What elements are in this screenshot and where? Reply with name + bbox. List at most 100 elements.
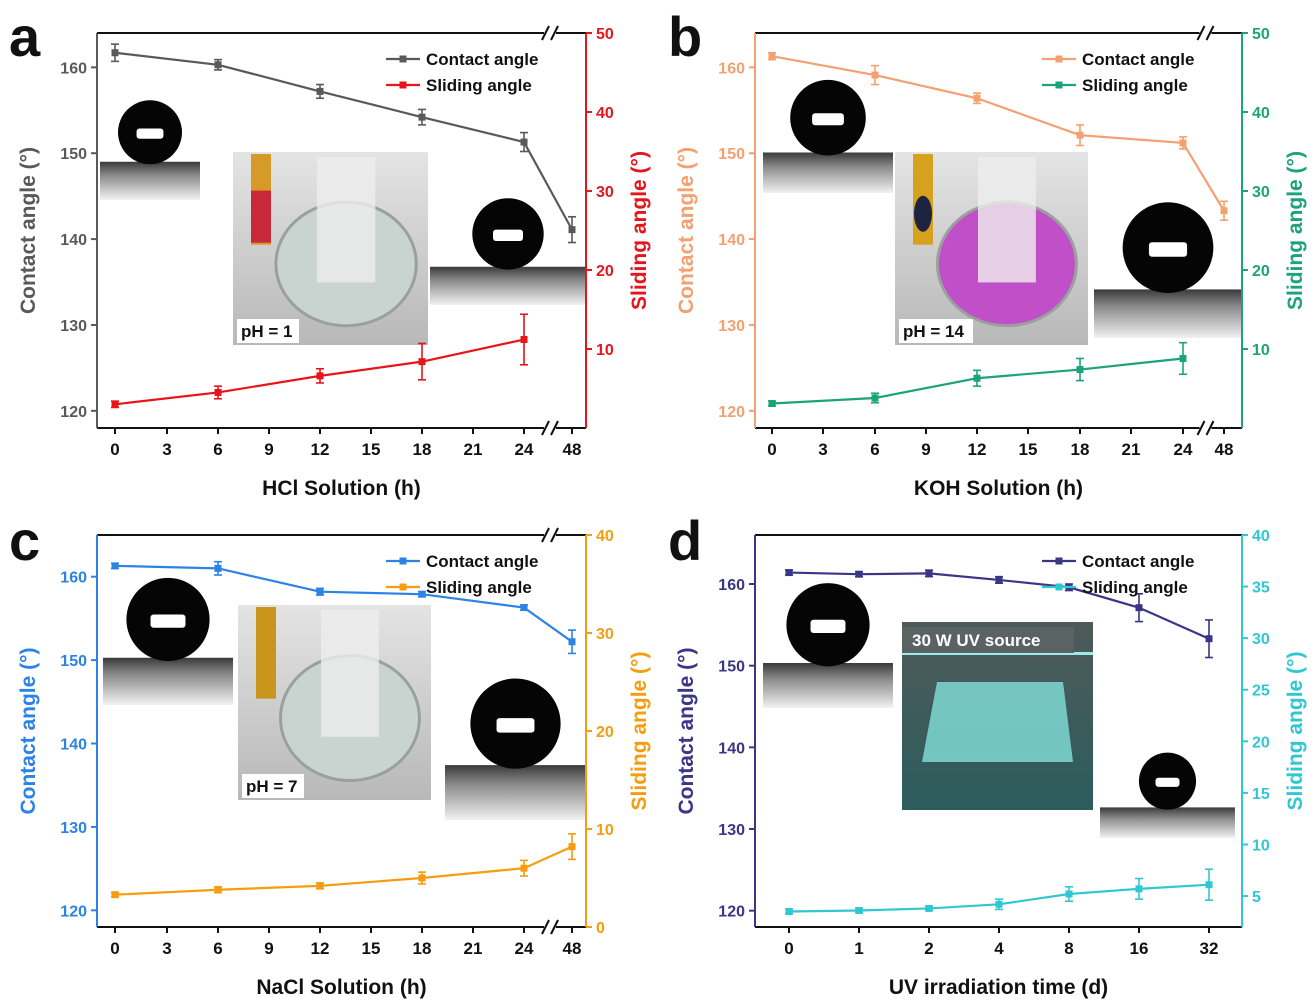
y-tick-label-right: 30 bbox=[596, 184, 614, 201]
data-point bbox=[111, 400, 119, 408]
data-point bbox=[785, 908, 793, 916]
x-tick-label: 15 bbox=[362, 939, 381, 958]
legend-label: Sliding angle bbox=[426, 578, 532, 597]
axis-break-mark bbox=[550, 919, 559, 935]
droplet-inset-left bbox=[763, 583, 893, 708]
y-tick-label-left: 150 bbox=[718, 146, 745, 163]
legend-label: Contact angle bbox=[426, 552, 538, 571]
substrate bbox=[430, 266, 586, 305]
x-tick-label: 6 bbox=[213, 440, 222, 459]
y-tick-label-right: 30 bbox=[596, 626, 614, 643]
sample-strip bbox=[320, 610, 379, 737]
substrate bbox=[445, 765, 586, 820]
data-point bbox=[925, 569, 933, 577]
droplet-highlight bbox=[136, 128, 164, 139]
series-line-0 bbox=[114, 51, 573, 231]
label-box bbox=[902, 627, 1074, 653]
data-point bbox=[214, 388, 222, 396]
legend-label: Contact angle bbox=[426, 50, 538, 69]
legend-marker bbox=[399, 81, 407, 89]
x-tick-label: 0 bbox=[110, 440, 119, 459]
data-point bbox=[768, 400, 776, 408]
photo-inset: pH = 14 bbox=[895, 152, 1088, 345]
droplet-inset-left bbox=[763, 79, 893, 193]
y-axis-label-right: Sliding angle (°) bbox=[628, 652, 651, 811]
ph-paper-red bbox=[251, 190, 271, 243]
data-point bbox=[111, 49, 119, 57]
x-tick-label: 21 bbox=[1122, 440, 1141, 459]
panel-label: c bbox=[9, 509, 40, 572]
y-axis-label-right: Sliding angle (°) bbox=[1284, 652, 1307, 811]
x-tick-label: 8 bbox=[1064, 939, 1073, 958]
y-tick-label-right: 20 bbox=[1252, 263, 1270, 280]
droplet-inset-right bbox=[445, 678, 586, 820]
axis-break-mark bbox=[541, 25, 550, 41]
data-point bbox=[925, 904, 933, 912]
inset-label: pH = 1 bbox=[241, 322, 293, 341]
data-point bbox=[316, 87, 324, 95]
legend-marker bbox=[399, 55, 407, 63]
data-point bbox=[973, 94, 981, 102]
chart-panel-a: pH = 1 0 3 6 9 12 15 18 21 24 48 HCl Solution (h) 12… bbox=[9, 5, 651, 500]
x-tick-label: 3 bbox=[162, 440, 171, 459]
data-point bbox=[316, 372, 324, 380]
substrate bbox=[100, 161, 200, 200]
y-tick-label-right: 15 bbox=[1252, 786, 1270, 803]
y-tick-label-right: 40 bbox=[596, 528, 614, 545]
y-tick-label-left: 160 bbox=[718, 577, 745, 594]
y-tick-label-right: 25 bbox=[1252, 683, 1270, 700]
y-tick-label-left: 160 bbox=[60, 570, 87, 587]
data-point bbox=[1135, 604, 1143, 612]
axis-break-mark bbox=[550, 25, 559, 41]
data-point bbox=[973, 374, 981, 382]
droplet-highlight bbox=[496, 718, 535, 733]
x-tick-label: 24 bbox=[515, 440, 534, 459]
label-box bbox=[242, 774, 304, 798]
x-tick-label: 6 bbox=[870, 440, 879, 459]
x-tick-label: 12 bbox=[968, 440, 987, 459]
data-point bbox=[214, 61, 222, 69]
data-point bbox=[768, 52, 776, 60]
droplet-inset-right bbox=[1094, 202, 1242, 338]
x-tick-label: 6 bbox=[213, 939, 222, 958]
x-axis-label: NaCl Solution (h) bbox=[256, 976, 426, 999]
x-tick-label: 24 bbox=[1174, 440, 1193, 459]
substrate bbox=[1094, 289, 1242, 338]
data-point bbox=[855, 570, 863, 578]
x-tick-label: 15 bbox=[1019, 440, 1038, 459]
axis-break-mark bbox=[1196, 420, 1206, 436]
substrate bbox=[763, 663, 893, 708]
x-tick-label: 18 bbox=[1071, 440, 1090, 459]
droplet-highlight bbox=[810, 619, 846, 634]
y-tick-label-right: 0 bbox=[596, 920, 605, 937]
y-axis-label-left: Contact angle (°) bbox=[675, 647, 698, 814]
axis-break-mark bbox=[1205, 25, 1215, 41]
y-tick-label-right: 30 bbox=[1252, 184, 1270, 201]
x-tick-label: 3 bbox=[162, 939, 171, 958]
data-point bbox=[520, 604, 528, 612]
x-tick-label: 9 bbox=[264, 440, 273, 459]
axis-break-mark bbox=[1205, 420, 1215, 436]
uv-lamp bbox=[902, 652, 1093, 655]
y-tick-label-right: 50 bbox=[596, 26, 614, 43]
droplet-inset-left bbox=[100, 100, 200, 200]
series-line-0 bbox=[114, 564, 573, 643]
x-axis-label: HCl Solution (h) bbox=[262, 477, 421, 500]
droplet-inset-left bbox=[103, 577, 233, 705]
data-point bbox=[520, 138, 528, 146]
panel-label: b bbox=[668, 5, 702, 68]
legend-label: Sliding angle bbox=[1082, 76, 1188, 95]
x-tick-label: 9 bbox=[264, 939, 273, 958]
y-tick-label-right: 50 bbox=[1252, 26, 1270, 43]
legend-label: Sliding angle bbox=[1082, 578, 1188, 597]
data-point bbox=[1220, 207, 1228, 215]
x-tick-label: 32 bbox=[1200, 939, 1219, 958]
ph-paper bbox=[256, 607, 276, 699]
x-axis-label: KOH Solution (h) bbox=[914, 477, 1083, 500]
data-point bbox=[214, 886, 222, 894]
y-axis-label-left: Contact angle (°) bbox=[17, 147, 40, 314]
x-tick-label: 1 bbox=[854, 939, 863, 958]
x-tick-label: 0 bbox=[110, 939, 119, 958]
series-line-0 bbox=[771, 55, 1225, 212]
y-tick-label-left: 140 bbox=[718, 740, 745, 757]
